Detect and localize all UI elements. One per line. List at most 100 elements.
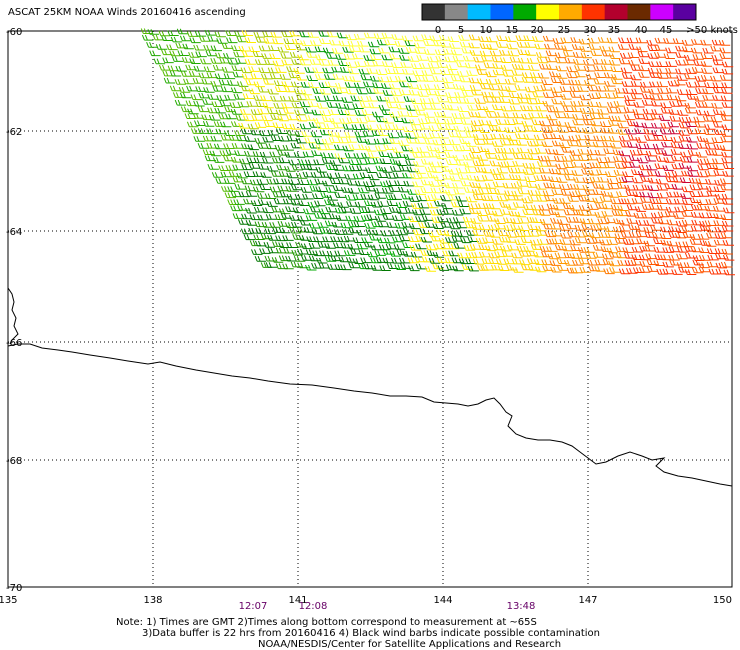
wind-barb: [467, 265, 479, 272]
wind-barb: [721, 248, 733, 255]
wind-barb: [285, 255, 297, 262]
wind-barb: [337, 178, 350, 185]
wind-barb: [597, 37, 610, 43]
wind-barb: [538, 167, 551, 174]
wind-barb: [694, 121, 706, 128]
wind-barb: [237, 101, 249, 108]
wind-barb: [438, 187, 451, 194]
wind-barb: [592, 58, 604, 65]
wind-barb: [533, 134, 546, 141]
wind-barb: [360, 74, 372, 81]
wind-barb: [606, 239, 618, 245]
wind-barb: [579, 108, 592, 114]
wind-barb: [411, 124, 423, 131]
wind-barb: [453, 242, 465, 249]
wind-barb: [694, 81, 706, 88]
wind-barb: [224, 106, 236, 113]
wind-barb: [502, 217, 515, 224]
wind-barb: [638, 254, 651, 261]
wind-barb: [337, 236, 349, 243]
wind-barb: [369, 234, 381, 241]
wind-barb: [282, 107, 295, 114]
wind-barb: [626, 218, 638, 224]
wind-barb: [272, 241, 284, 247]
wind-barb: [346, 201, 358, 207]
legend-swatch: [490, 4, 514, 20]
wind-barb: [634, 225, 647, 232]
wind-barb: [639, 261, 651, 267]
wind-barb: [207, 94, 219, 100]
wind-barb: [275, 128, 288, 134]
wind-barb: [586, 154, 598, 161]
wind-barb: [613, 100, 625, 107]
wind-barb: [485, 78, 498, 85]
wind-barb: [560, 37, 572, 44]
wind-barb: [548, 120, 560, 126]
wind-barb: [691, 67, 704, 73]
wind-barb: [279, 74, 291, 80]
wind-barb: [456, 61, 468, 68]
wind-barb: [468, 111, 480, 118]
wind-barb: [389, 250, 401, 257]
wind-barb: [230, 121, 243, 127]
wind-barb: [638, 58, 650, 64]
wind-barb: [420, 103, 433, 110]
wind-barb: [444, 56, 456, 63]
wind-barb: [295, 173, 308, 179]
wind-barb: [146, 42, 158, 48]
wind-barb: [403, 96, 415, 102]
coastline: [7, 287, 733, 487]
wind-barb: [514, 84, 526, 91]
wind-barb: [571, 267, 583, 274]
wind-barb: [254, 122, 267, 128]
wind-barb: [508, 98, 520, 105]
wind-barb: [440, 195, 452, 202]
wind-barb: [344, 131, 356, 138]
wind-barb: [430, 104, 442, 110]
wind-barb: [245, 220, 258, 226]
wind-barb: [542, 92, 555, 98]
wind-barb: [720, 95, 733, 102]
wind-barb: [541, 251, 553, 258]
wind-barb: [505, 203, 517, 210]
wind-barb: [537, 161, 549, 167]
wind-barb: [214, 107, 226, 114]
wind-barb: [253, 81, 265, 88]
wind-barb: [464, 222, 477, 229]
wind-barb: [174, 79, 186, 85]
wind-barb: [181, 57, 194, 63]
wind-barb: [295, 44, 307, 51]
wind-barb: [489, 169, 502, 175]
wind-barb: [559, 79, 571, 85]
wind-barb: [693, 60, 705, 66]
wind-barb: [357, 187, 370, 194]
wind-barb: [403, 180, 415, 187]
wind-barb: [447, 104, 459, 111]
wind-barb: [343, 103, 356, 110]
wind-barb: [696, 142, 708, 149]
wind-barb: [442, 77, 454, 84]
wind-barb: [588, 93, 600, 99]
wind-barb: [332, 165, 344, 171]
wind-barb: [366, 124, 378, 131]
wind-barb: [720, 110, 732, 117]
wind-barb: [393, 97, 405, 103]
wind-barb: [492, 181, 505, 188]
wind-barb: [436, 123, 448, 130]
wind-barb: [323, 95, 336, 102]
wind-barb: [290, 81, 303, 88]
wind-barb: [294, 109, 306, 116]
wind-barb: [147, 29, 159, 35]
wind-barb: [688, 177, 701, 184]
wind-barb: [381, 61, 394, 67]
wind-barb: [410, 251, 423, 258]
wind-barb: [655, 198, 668, 204]
wind-barb: [603, 268, 615, 275]
wind-barb: [447, 69, 460, 76]
wind-barb: [617, 205, 629, 211]
wind-barb: [321, 138, 334, 145]
wind-barb: [656, 81, 668, 88]
wind-barb: [671, 163, 683, 170]
wind-barb: [328, 137, 341, 143]
wind-barb: [499, 139, 512, 146]
